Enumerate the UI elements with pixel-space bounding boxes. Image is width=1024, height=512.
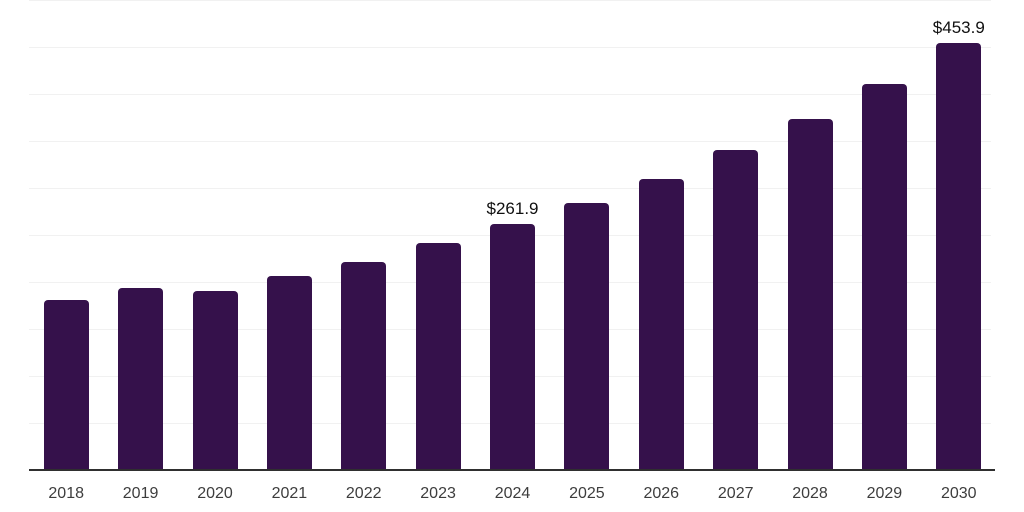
bar-2027[interactable] bbox=[713, 150, 759, 470]
gridline-350 bbox=[29, 141, 991, 142]
x-label-2020: 2020 bbox=[197, 485, 233, 502]
x-label-2028: 2028 bbox=[792, 485, 828, 502]
x-label-2029: 2029 bbox=[866, 485, 903, 502]
bar-2028[interactable] bbox=[787, 119, 833, 470]
bar-2023[interactable] bbox=[415, 243, 461, 470]
bar-2019[interactable] bbox=[118, 288, 164, 470]
gridline-450 bbox=[29, 47, 991, 48]
value-label-2030: $453.9 bbox=[932, 18, 985, 38]
x-axis-line bbox=[29, 469, 995, 471]
bar-2020[interactable] bbox=[192, 291, 238, 470]
bar-2029[interactable] bbox=[861, 83, 907, 470]
gridline-400 bbox=[29, 94, 991, 95]
bar-2025[interactable] bbox=[564, 203, 610, 470]
x-label-2030: 2030 bbox=[940, 485, 977, 502]
bar-2021[interactable] bbox=[266, 275, 312, 470]
bar-2018[interactable] bbox=[43, 299, 89, 470]
x-label-2019: 2019 bbox=[122, 485, 159, 502]
bar-2026[interactable] bbox=[638, 178, 684, 470]
bar-2030[interactable] bbox=[936, 43, 982, 470]
bar-2024[interactable] bbox=[490, 223, 535, 470]
x-label-2025: 2025 bbox=[569, 485, 605, 502]
value-label-2024: $261.9 bbox=[486, 198, 539, 218]
x-label-2022: 2022 bbox=[345, 485, 382, 502]
x-label-2021: 2021 bbox=[271, 485, 308, 502]
x-label-2026: 2026 bbox=[643, 485, 680, 502]
x-label-2018: 2018 bbox=[48, 485, 84, 502]
x-label-2027: 2027 bbox=[717, 485, 754, 502]
x-label-2023: 2023 bbox=[420, 485, 456, 502]
x-label-2024: 2024 bbox=[494, 485, 531, 502]
gridline-500 bbox=[29, 0, 991, 1]
bar-2022[interactable] bbox=[341, 262, 387, 470]
gridline-300 bbox=[29, 188, 991, 189]
